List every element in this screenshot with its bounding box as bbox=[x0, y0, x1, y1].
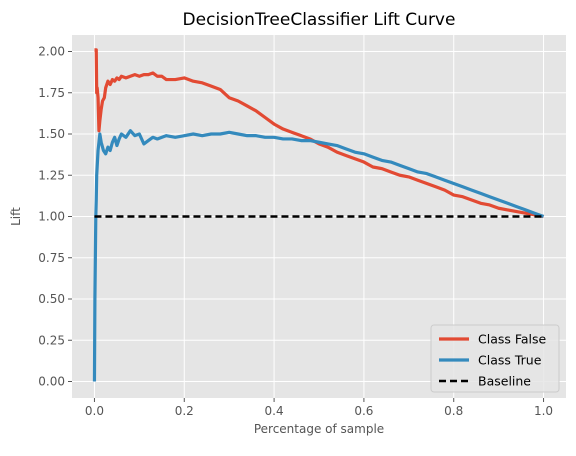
series-layer bbox=[92, 48, 545, 382]
class-true-line bbox=[92, 129, 545, 382]
y-tick-label: 1.75 bbox=[38, 86, 65, 100]
x-tick-label: 0.0 bbox=[85, 404, 104, 418]
legend-box bbox=[430, 324, 560, 393]
x-tick-label: 0.8 bbox=[444, 404, 463, 418]
chart-title: DecisionTreeClassifier Lift Curve bbox=[183, 10, 456, 30]
y-tick-label: 0.50 bbox=[38, 292, 65, 306]
y-tick-label: 2.00 bbox=[38, 45, 65, 59]
y-tick-label: 1.25 bbox=[38, 168, 65, 182]
legend-label: Class False bbox=[478, 332, 547, 347]
x-axis-label: Percentage of sample bbox=[254, 422, 384, 436]
legend-label: Baseline bbox=[478, 374, 531, 389]
class-false-line bbox=[94, 48, 544, 219]
x-tick-label: 1.0 bbox=[534, 404, 553, 418]
y-tick-label: 1.50 bbox=[38, 127, 65, 141]
x-tick-label: 0.6 bbox=[354, 404, 373, 418]
ticks-layer: 0.0 0.2 0.4 0.6 0.8 1.0 0.00 0.25 0.50 0.75 1.00 1.… bbox=[38, 45, 553, 419]
y-tick-label: 1.00 bbox=[38, 210, 65, 224]
x-tick-label: 0.2 bbox=[175, 404, 194, 418]
y-tick-label: 0.00 bbox=[38, 375, 65, 389]
y-axis-label: Lift bbox=[9, 207, 23, 226]
legend-label: Class True bbox=[478, 353, 542, 368]
y-tick-label: 0.75 bbox=[38, 251, 65, 265]
legend: Class False Class True Baseline bbox=[430, 324, 560, 393]
x-tick-label: 0.4 bbox=[265, 404, 284, 418]
y-tick-label: 0.25 bbox=[38, 333, 65, 347]
